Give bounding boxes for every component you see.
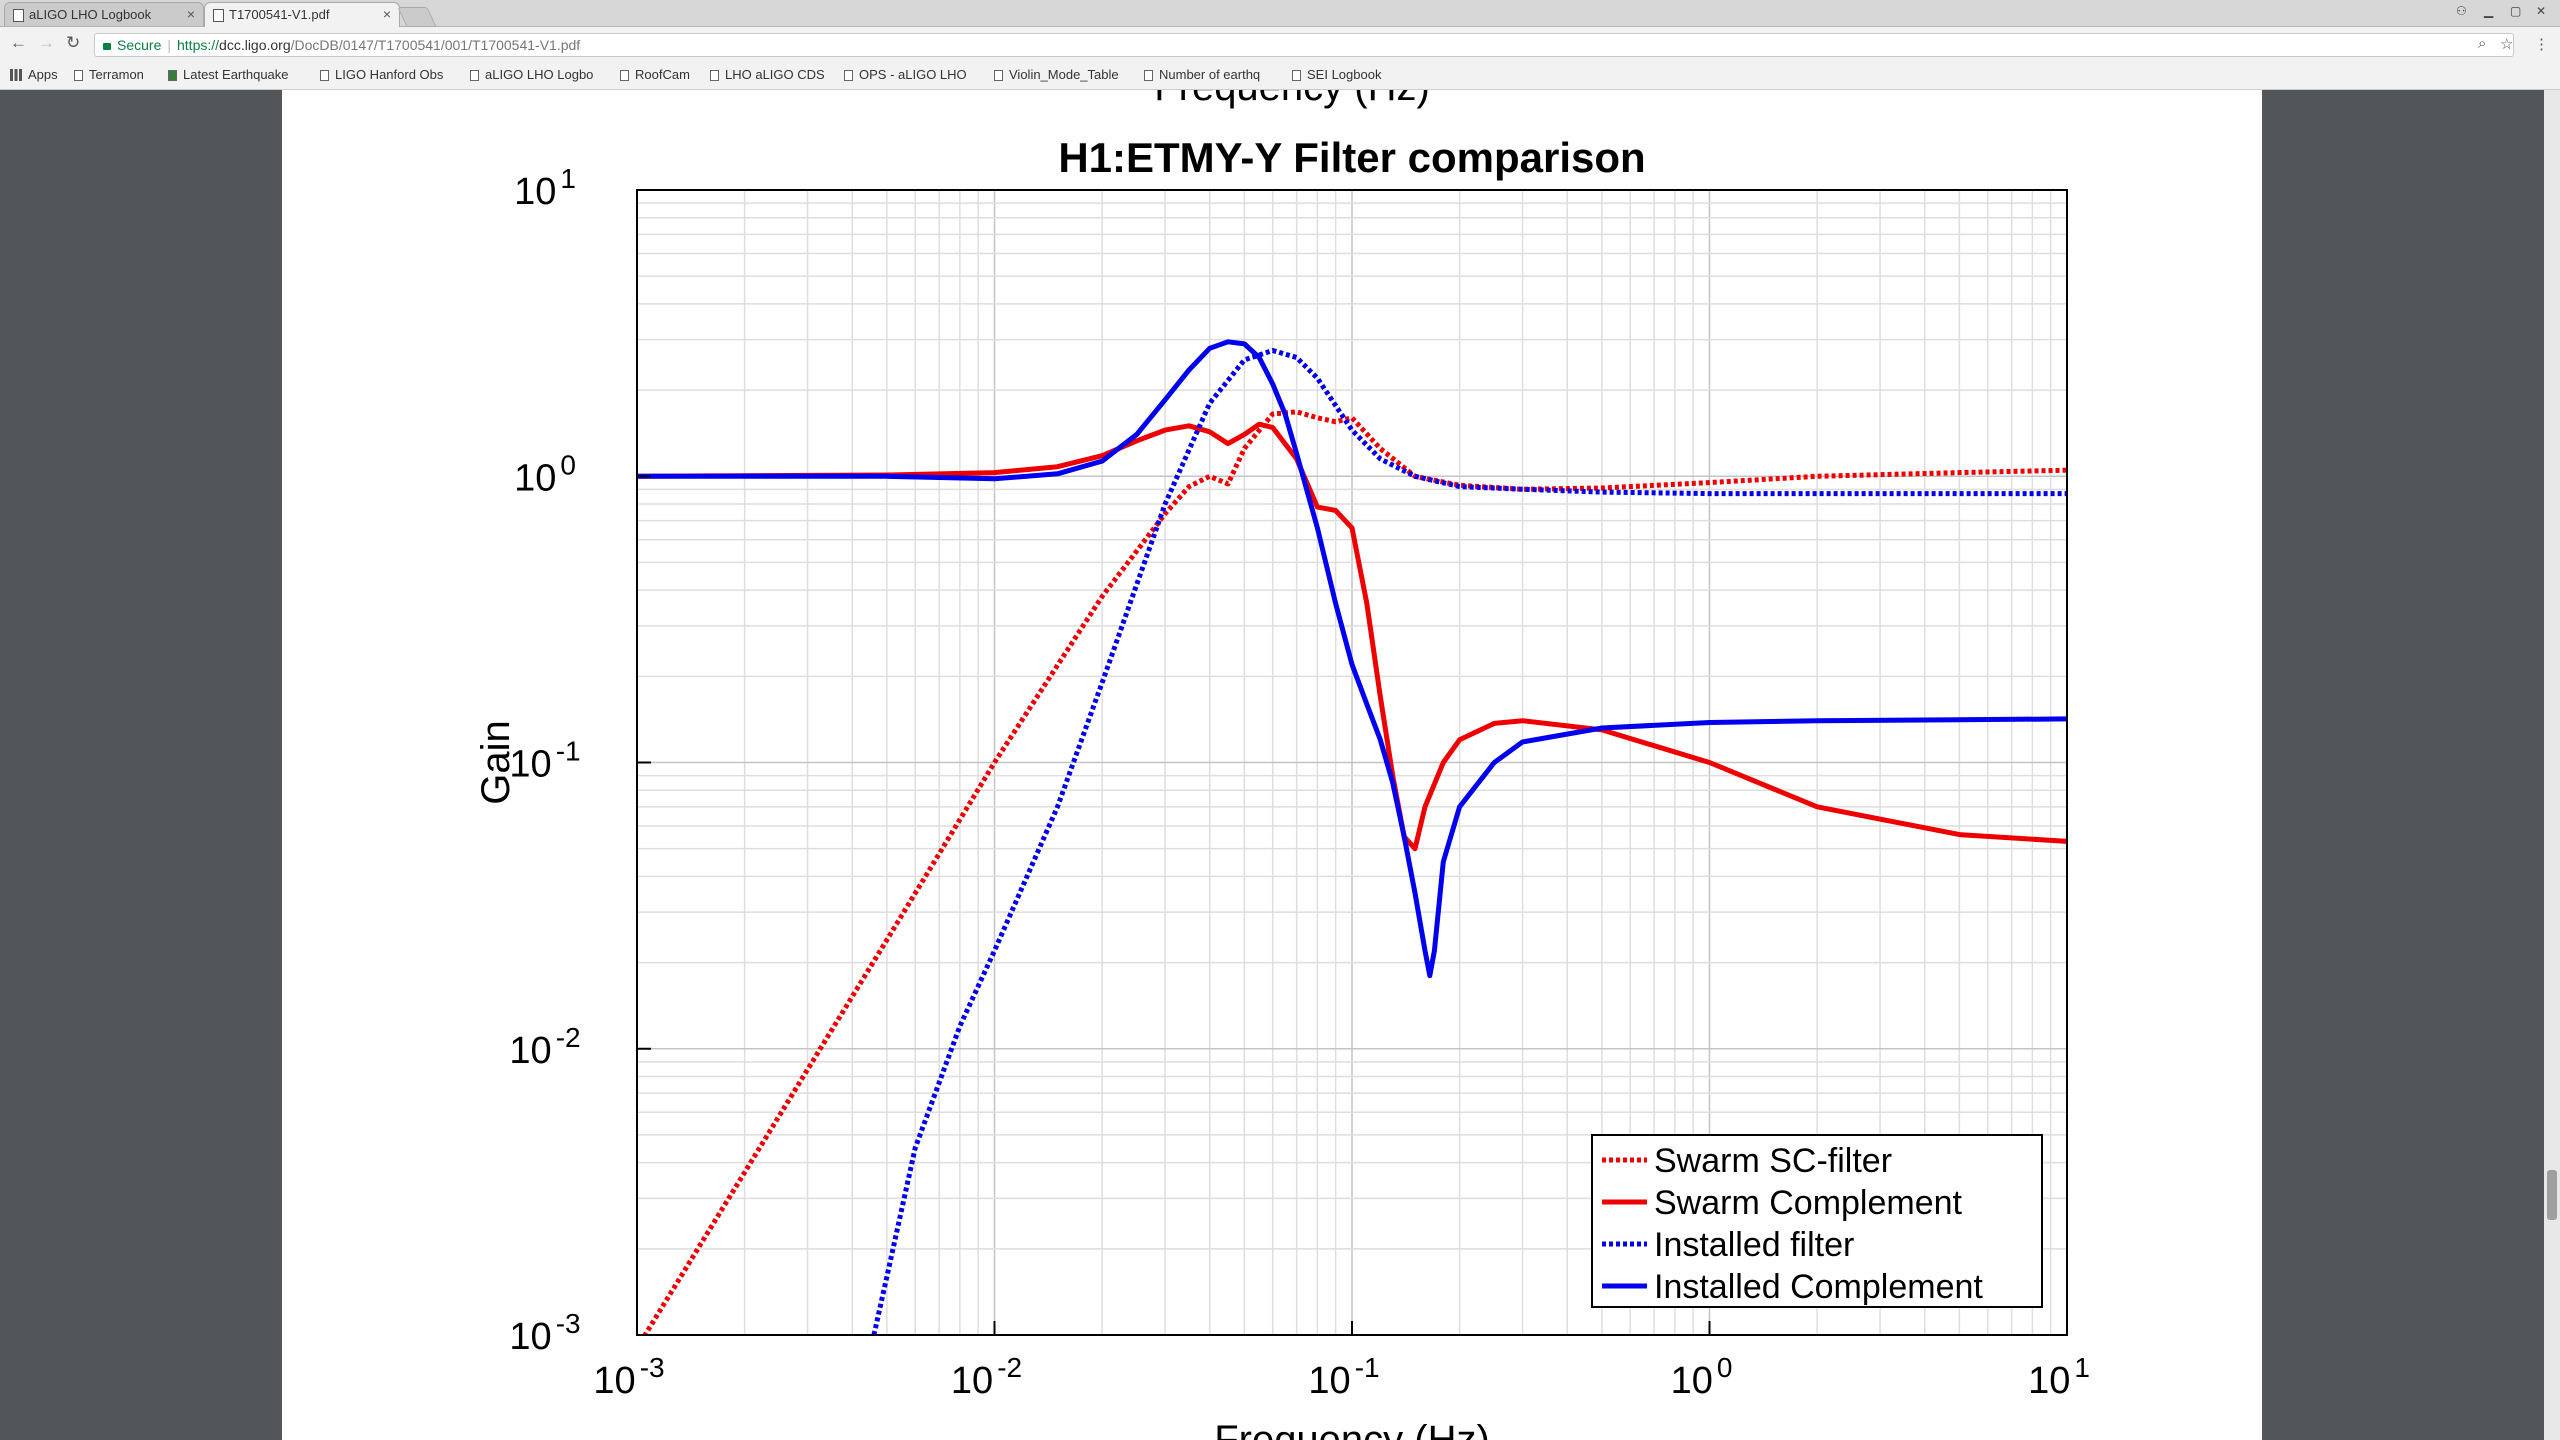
window-close-icon[interactable]: ✕	[2536, 4, 2547, 18]
page-icon	[1144, 70, 1153, 81]
earthquake-icon	[168, 70, 177, 81]
legend-label: Installed filter	[1654, 1226, 1854, 1264]
page-scrollbar[interactable]	[2544, 90, 2560, 1440]
bookmark-roofcam[interactable]: RoofCam	[620, 67, 704, 82]
tab-pdf[interactable]: T1700541-V1.pdf ×	[204, 2, 400, 27]
bookmark-lho-logbook[interactable]: aLIGO LHO Logbo	[470, 67, 604, 82]
forward-icon[interactable]: →	[38, 33, 55, 52]
address-separator: |	[167, 37, 171, 53]
pdf-page: Frequency (Hz) 10-3 10-2 10-1 100 101 10-3 10-…	[282, 90, 2262, 1440]
page-icon	[1292, 70, 1301, 81]
y-tick-label: 10 0	[514, 449, 576, 499]
back-icon[interactable]: ←	[10, 33, 27, 52]
bookmark-terramon[interactable]: Terramon	[74, 67, 164, 82]
page-icon	[844, 70, 853, 81]
url-scheme: https://	[177, 37, 220, 53]
menu-icon[interactable]: ⋮	[2534, 36, 2549, 53]
profile-icon[interactable]: ⚇	[2456, 4, 2467, 18]
chart-title: H1:ETMY-Y Filter comparison	[1058, 134, 1645, 181]
bookmark-earthquake[interactable]: Latest Earthquake	[168, 67, 306, 82]
bookmark-ligo-hanford[interactable]: LIGO Hanford Obs	[320, 67, 454, 82]
tab-strip: aLIGO LHO Logbook × T1700541-V1.pdf × ⚇ …	[0, 0, 2560, 27]
previous-plot-xlabel: Frequency (Hz)	[1154, 90, 1430, 109]
minimize-icon[interactable]: ▁	[2484, 4, 2494, 18]
y-tick-label: 10 1	[514, 163, 576, 213]
legend-label: Swarm SC-filter	[1654, 1142, 1892, 1180]
bookmark-earthquakes-count[interactable]: Number of earthq	[1144, 67, 1278, 82]
pdf-icon	[213, 9, 224, 22]
series-layer	[637, 339, 2067, 1335]
zoom-icon[interactable]: ⌕	[2478, 35, 2487, 52]
x-tick-label: 10 -2	[951, 1352, 1022, 1402]
lock-icon	[103, 42, 111, 50]
apps-grid-icon	[10, 69, 22, 81]
url-path: /DocDB/0147/T1700541/001/T1700541-V1.pdf	[290, 37, 581, 53]
page-icon	[994, 70, 1003, 81]
bookmark-violin-mode[interactable]: Violin_Mode_Table	[994, 67, 1128, 82]
url-host: dcc.ligo.org	[219, 37, 291, 53]
close-icon[interactable]: ×	[382, 6, 391, 22]
bookmark-star-icon[interactable]: ☆	[2500, 36, 2514, 53]
x-tick-label: 10 1	[2028, 1352, 2090, 1402]
browser-toolbar: ← → ↻ Secure | https://dcc.ligo.org/DocDB/…	[0, 27, 2560, 61]
y-tick-label: 10 -1	[509, 736, 580, 786]
page-icon	[620, 70, 629, 81]
tab-label: aLIGO LHO Logbook	[29, 7, 152, 22]
y-tick-label: 10 -3	[509, 1308, 580, 1358]
close-icon[interactable]: ×	[186, 6, 195, 22]
page-icon	[470, 70, 479, 81]
scroll-thumb[interactable]	[2547, 1170, 2557, 1220]
secure-label: Secure	[117, 37, 162, 53]
page-icon	[320, 70, 329, 81]
bookmark-sei-logbook[interactable]: SEI Logbook	[1292, 67, 1412, 82]
bookmark-lho-cds[interactable]: LHO aLIGO CDS	[710, 67, 838, 82]
legend-label: Swarm Complement	[1654, 1184, 1963, 1222]
tab-logbook[interactable]: aLIGO LHO Logbook ×	[4, 2, 204, 26]
new-tab-button[interactable]	[397, 7, 437, 27]
bookmarks-bar: Apps Terramon Latest Earthquake LIGO Han…	[0, 61, 2560, 90]
globe-icon	[74, 70, 83, 81]
y-tick-label: 10 -2	[509, 1022, 580, 1072]
maximize-icon[interactable]: ▢	[2510, 4, 2522, 18]
page-icon	[13, 9, 24, 22]
legend-box	[1591, 1134, 2043, 1308]
tab-label: T1700541-V1.pdf	[229, 7, 330, 22]
pdf-viewer: Frequency (Hz) 10-3 10-2 10-1 100 101 10-3 10-…	[0, 90, 2560, 1440]
bookmark-apps[interactable]: Apps	[10, 67, 70, 82]
series-installed-filter	[871, 348, 2067, 1335]
reload-icon[interactable]: ↻	[66, 33, 81, 52]
filter-comparison-chart: Frequency (Hz) 10-3 10-2 10-1 100 101 10-3 10-…	[474, 90, 2090, 1440]
legend: Swarm SC-filter Swarm Complement Installed…	[1591, 1134, 2043, 1308]
page-icon	[710, 70, 719, 81]
x-axis-label: Frequency (Hz)	[1214, 1418, 1490, 1440]
series-installed-complement	[637, 339, 2067, 979]
bookmark-ops[interactable]: OPS - aLIGO LHO	[844, 67, 978, 82]
address-bar[interactable]: Secure | https://dcc.ligo.org/DocDB/0147/T…	[94, 33, 2514, 57]
series-swarm-sc-filter	[642, 409, 2067, 1335]
legend-label: Installed Complement	[1654, 1268, 1983, 1306]
y-axis-label: Gain	[474, 720, 518, 805]
x-tick-label: 10 -1	[1308, 1352, 1379, 1402]
series-swarm-complement	[637, 421, 2067, 852]
x-tick-label: 10 -3	[593, 1352, 664, 1402]
x-tick-label: 10 0	[1671, 1352, 1733, 1402]
